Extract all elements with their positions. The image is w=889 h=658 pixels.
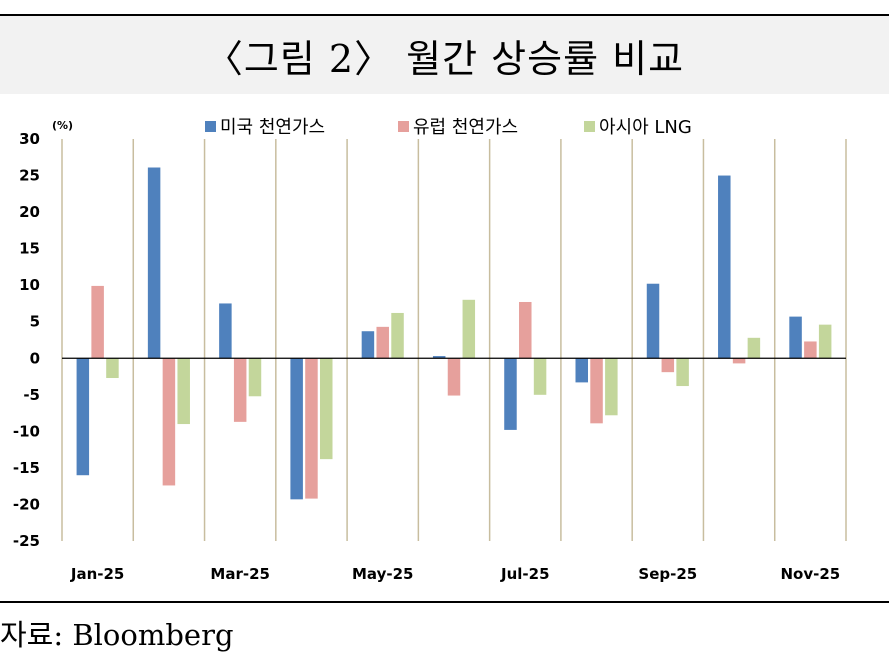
bar-series-3 (818, 324, 832, 359)
bar-series-2 (376, 326, 389, 359)
bar-series-2 (305, 358, 318, 499)
y-tick-label: 20 (19, 203, 40, 221)
legend-swatch (398, 121, 409, 132)
x-tick-label: Jul-25 (500, 565, 550, 583)
bar-series-3 (320, 358, 333, 460)
bar-series-2 (91, 285, 104, 359)
y-tick-label: 0 (30, 349, 40, 367)
y-tick-label: 25 (19, 167, 40, 185)
chart-svg: 30 25 20 15 10 5 0 -5 -10 -15 -20 -25 (%) Jan-25 Mar-2… (13, 117, 847, 583)
bar-series-2 (732, 358, 746, 364)
y-tick-label: -5 (23, 386, 40, 404)
figure-title: 〈그림 2〉 월간 상승률 비교 (204, 36, 685, 81)
bar-series-1 (219, 303, 232, 359)
legend-swatch (584, 121, 595, 132)
bar-series-3 (747, 337, 761, 359)
bar-series-3 (248, 358, 262, 397)
y-tick-label: -10 (13, 422, 40, 440)
bar-series-2 (804, 341, 817, 359)
legend-label: 미국 천연가스 (220, 117, 325, 138)
x-tick-label: Nov-25 (780, 565, 840, 583)
bar-series-3 (462, 299, 476, 359)
bar-chart: 30 25 20 15 10 5 0 -5 -10 -15 -20 -25 (%) Jan-25 Mar-2… (0, 92, 889, 600)
bar-series-3 (177, 358, 190, 425)
bar-series-2 (162, 358, 176, 486)
bar-series-1 (789, 316, 802, 359)
y-tick-label: -15 (13, 459, 40, 477)
bar-series-3 (605, 358, 618, 416)
legend-swatch (205, 121, 216, 132)
bar-series-3 (391, 312, 404, 359)
bar-series-2 (661, 358, 675, 373)
y-tick-label: 5 (30, 313, 40, 331)
bar-series-1 (290, 358, 303, 500)
bar-series-1 (147, 167, 161, 359)
bar-series-1 (575, 358, 588, 383)
bottom-rule (0, 601, 889, 603)
bar-series-1 (646, 283, 660, 359)
y-unit-label: (%) (52, 119, 73, 132)
bar-series-1 (718, 175, 731, 359)
figure-title-bar: 〈그림 2〉 월간 상승률 비교 (0, 14, 889, 94)
x-tick-label: Jan-25 (70, 565, 124, 583)
bar-series-1 (504, 358, 517, 430)
y-tick-label: -20 (13, 495, 40, 513)
y-tick-label: -25 (13, 532, 40, 550)
source-note: 자료: Bloomberg (0, 618, 234, 652)
x-tick-label: Sep-25 (638, 565, 697, 583)
bar-series-1 (361, 331, 375, 359)
bar-series-2 (519, 301, 532, 359)
bar-series-3 (106, 358, 119, 379)
bar-series-3 (533, 358, 547, 395)
bar-series-3 (676, 358, 689, 387)
x-tick-label: May-25 (352, 565, 413, 583)
x-tick-label: Mar-25 (210, 565, 270, 583)
bar-series-2 (590, 358, 603, 424)
bar-series-2 (447, 358, 461, 396)
y-tick-label: 10 (19, 276, 40, 294)
bar-series-1 (76, 358, 90, 476)
bar-series-1 (432, 356, 446, 359)
y-tick-label: 15 (19, 240, 40, 258)
bar-series-2 (233, 358, 247, 422)
y-tick-label: 30 (19, 130, 40, 148)
legend-label: 유럽 천연가스 (413, 117, 518, 138)
legend-label: 아시아 LNG (599, 117, 692, 138)
